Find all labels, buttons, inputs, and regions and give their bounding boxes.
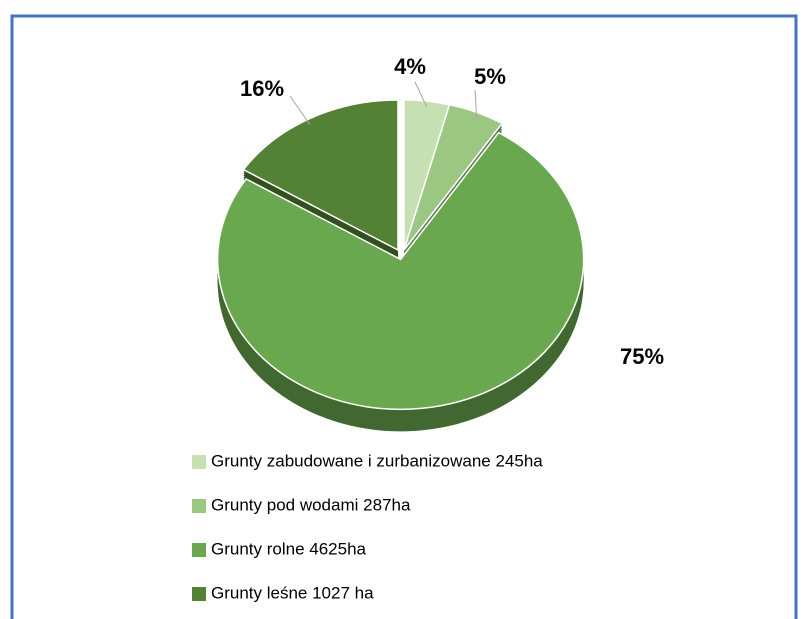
legend-label: Grunty rolne 4625ha — [211, 539, 367, 558]
legend-label: Grunty zabudowane i zurbanizowane 245ha — [211, 451, 543, 470]
data-label: 5% — [474, 64, 506, 89]
data-label: 75% — [620, 344, 664, 369]
legend-swatch — [192, 499, 206, 513]
labels: 4% 5% 75% 16% — [240, 54, 664, 369]
legend: Grunty zabudowane i zurbanizowane 245ha G… — [192, 451, 543, 602]
leader-line — [474, 89, 478, 119]
slice — [216, 131, 585, 411]
slice — [242, 99, 399, 252]
legend-label: Grunty leśne 1027 ha — [211, 583, 374, 602]
legend-label: Grunty pod wodami 287ha — [211, 495, 411, 514]
leader-line — [414, 81, 428, 108]
frame — [10, 14, 798, 619]
data-label: 16% — [240, 76, 284, 101]
legend-swatch — [192, 543, 206, 557]
pie-tops — [216, 99, 585, 411]
legend-swatch — [192, 587, 206, 601]
data-label: 4% — [394, 54, 426, 79]
leader-line — [289, 95, 311, 125]
legend-swatch — [192, 455, 206, 469]
